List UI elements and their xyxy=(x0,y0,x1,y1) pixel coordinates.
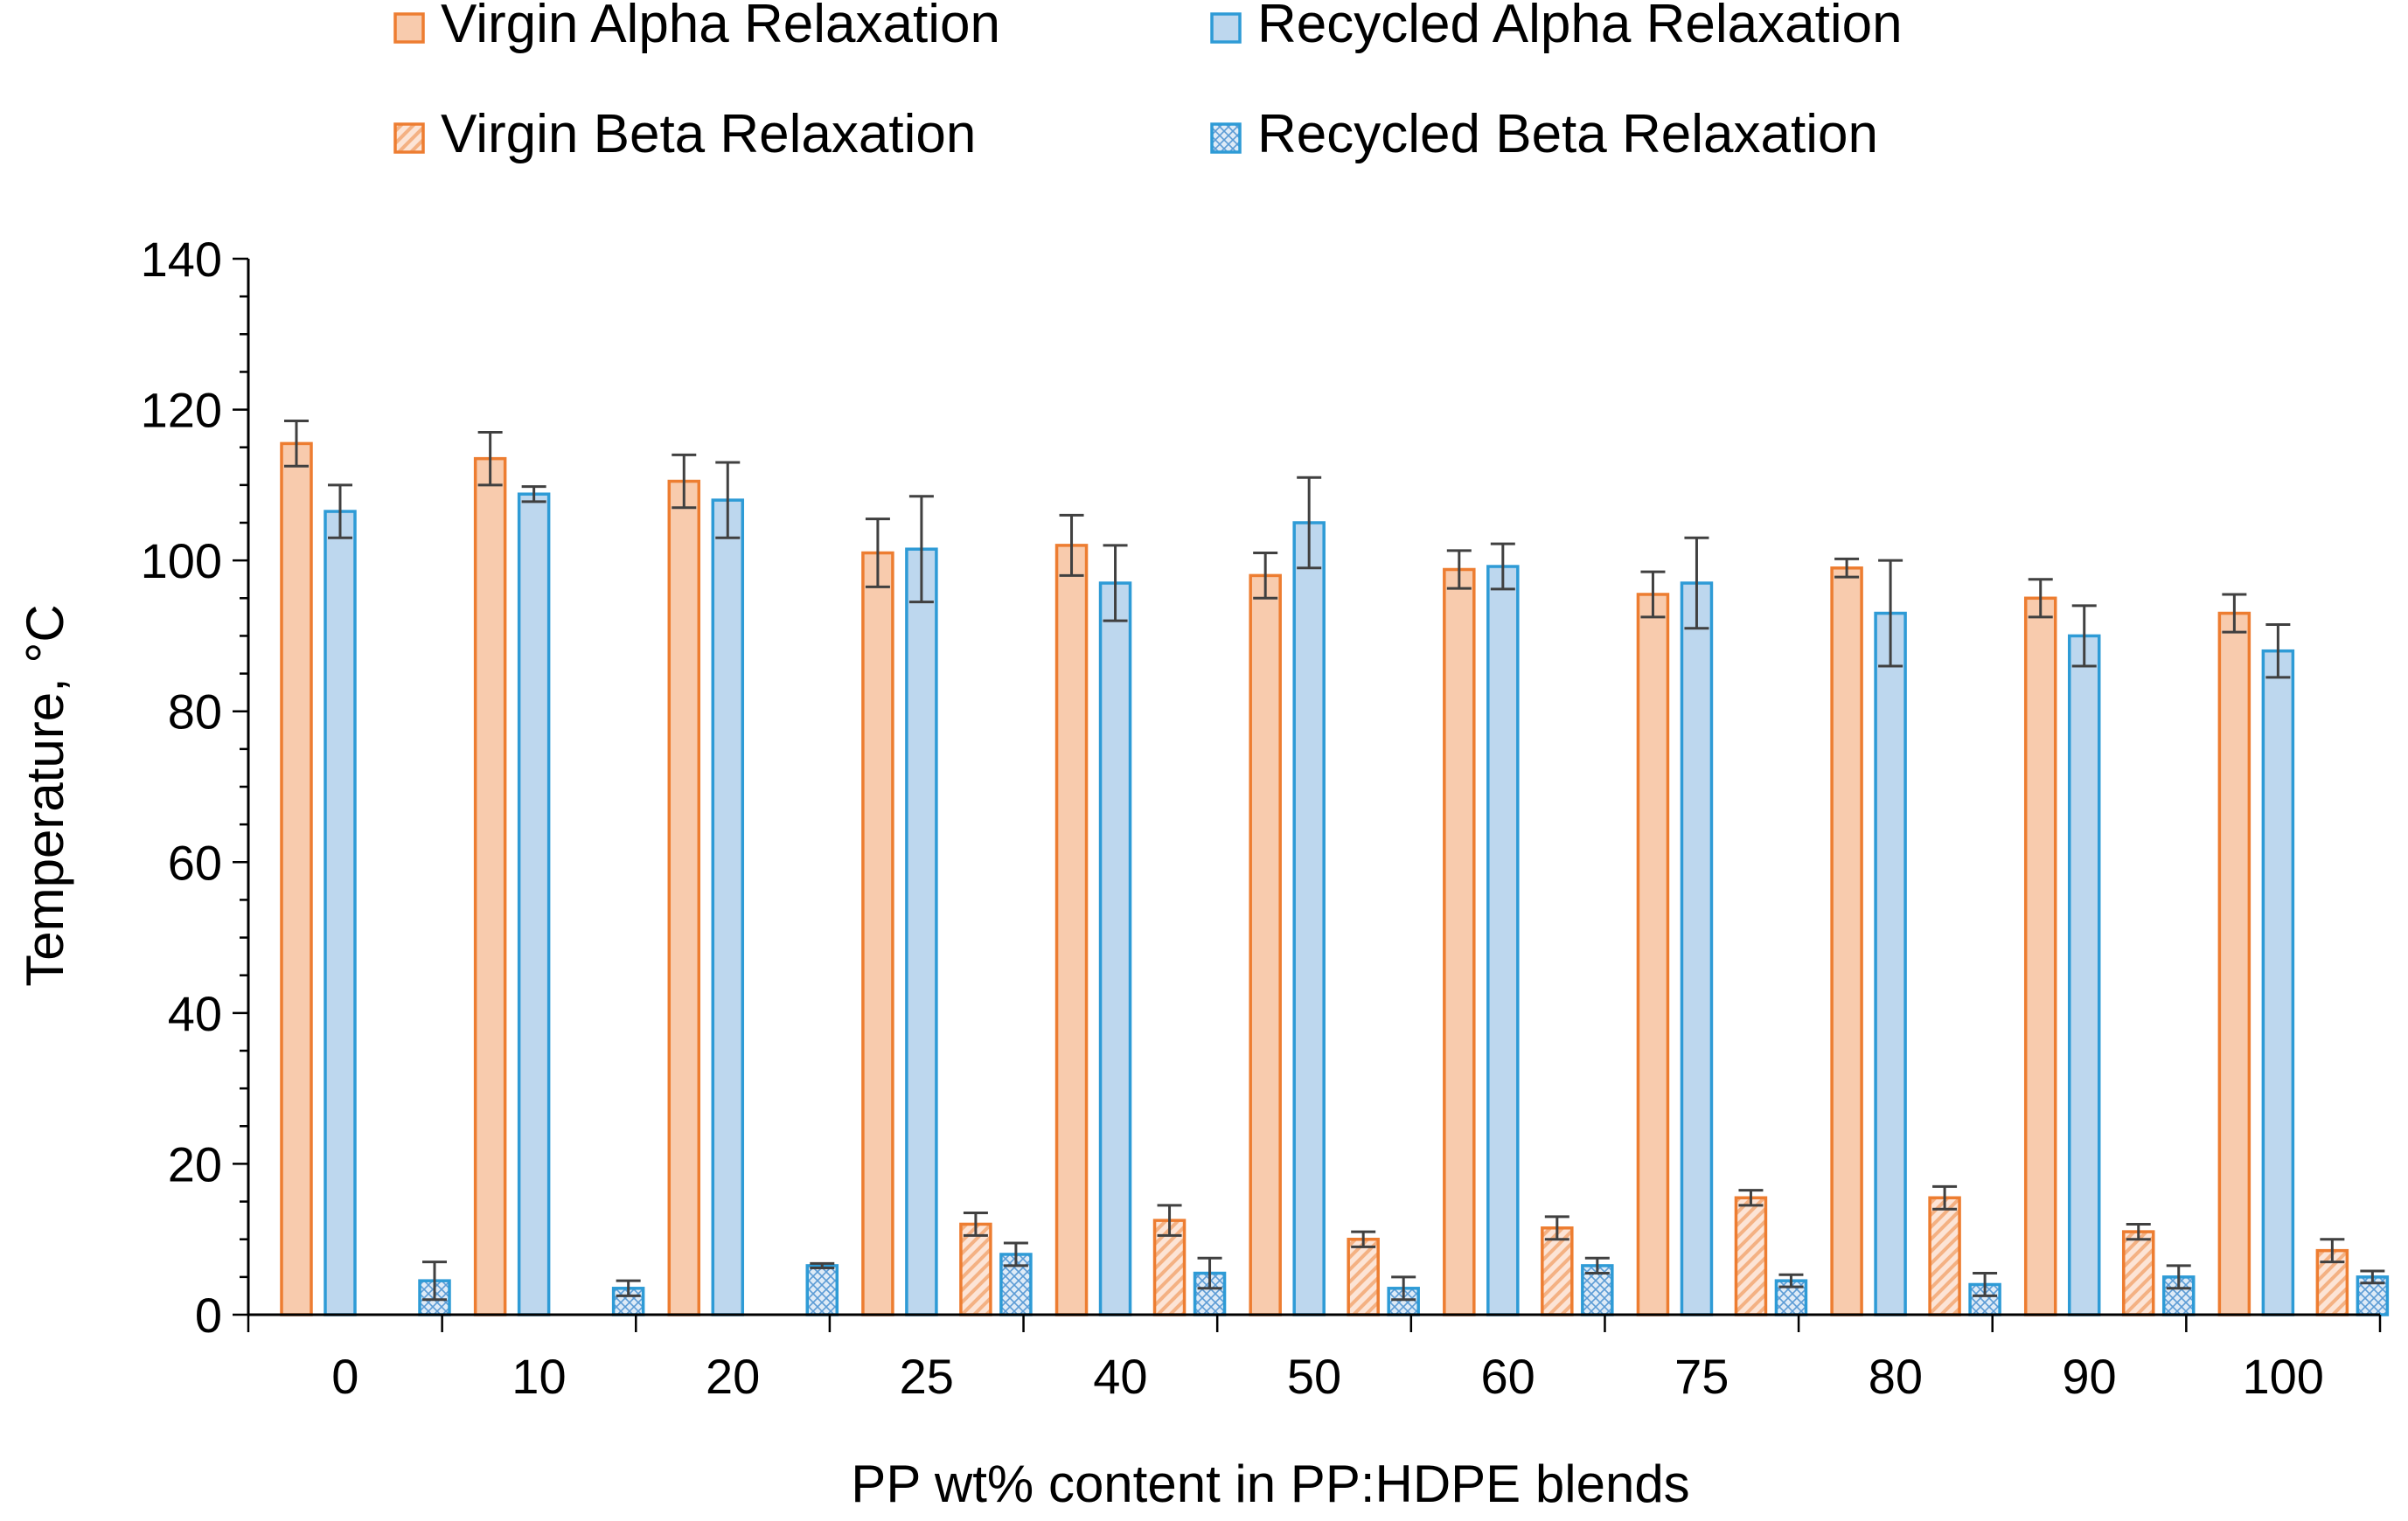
x-tick-label: 10 xyxy=(512,1349,566,1404)
bar-virgin-beta-relaxation xyxy=(1347,1237,1380,1316)
y-tick-label: 60 xyxy=(168,835,222,890)
legend-item-recycled-beta-relaxation: Recycled Beta Relaxation xyxy=(1210,104,1878,164)
x-tick-label: 75 xyxy=(1674,1349,1729,1404)
bar-recycled-alpha-relaxation xyxy=(1098,581,1132,1316)
bar-virgin-alpha-relaxation xyxy=(1443,567,1476,1316)
bar-recycled-alpha-relaxation xyxy=(1292,521,1326,1316)
bar-virgin-alpha-relaxation xyxy=(2217,611,2251,1316)
bar-virgin-beta-relaxation xyxy=(1928,1196,1961,1316)
bar-virgin-beta-relaxation xyxy=(1541,1226,1574,1316)
y-tick-label: 100 xyxy=(141,533,222,588)
bar-recycled-alpha-relaxation xyxy=(2261,649,2295,1316)
legend-label: Recycled Beta Relaxation xyxy=(1257,104,1878,164)
x-tick-label: 60 xyxy=(1480,1349,1535,1404)
bar-virgin-alpha-relaxation xyxy=(1249,573,1282,1316)
bar-recycled-alpha-relaxation xyxy=(517,492,551,1316)
bar-virgin-alpha-relaxation xyxy=(667,479,701,1316)
y-axis-title: Temperature, °C xyxy=(16,604,74,987)
x-tick-label: 20 xyxy=(706,1349,760,1404)
legend-item-virgin-beta-relaxation: Virgin Beta Relaxation xyxy=(393,104,976,164)
y-tick-label: 140 xyxy=(141,232,222,287)
legend-swatch xyxy=(1210,12,1242,44)
bar-recycled-alpha-relaxation xyxy=(2067,634,2101,1316)
y-tick-label: 40 xyxy=(168,986,222,1041)
legend: Virgin Alpha Relaxation Recycled Alpha Re… xyxy=(393,0,1903,164)
bar-virgin-alpha-relaxation xyxy=(1636,593,1670,1316)
x-tick-label: 90 xyxy=(2062,1349,2116,1404)
legend-label: Recycled Alpha Relaxation xyxy=(1257,0,1903,54)
bar-virgin-beta-relaxation xyxy=(2121,1230,2155,1316)
x-tick-label: 50 xyxy=(1287,1349,1341,1404)
bars xyxy=(280,441,2390,1316)
legend-label: Virgin Beta Relaxation xyxy=(441,104,976,164)
x-axis-title: PP wt% content in PP:HDPE blends xyxy=(851,1455,1689,1513)
bar-recycled-beta-relaxation xyxy=(805,1264,839,1316)
y-tick-label: 20 xyxy=(168,1136,222,1191)
bar-recycled-beta-relaxation xyxy=(611,1287,645,1316)
x-tick-label: 80 xyxy=(1869,1349,1923,1404)
x-tick-label: 0 xyxy=(331,1349,358,1404)
legend-item-recycled-alpha-relaxation: Recycled Alpha Relaxation xyxy=(1210,0,1903,54)
bar-virgin-alpha-relaxation xyxy=(1054,544,1089,1316)
bar-virgin-alpha-relaxation xyxy=(473,456,507,1316)
legend-item-virgin-alpha-relaxation: Virgin Alpha Relaxation xyxy=(393,0,1000,54)
bar-virgin-beta-relaxation xyxy=(959,1222,992,1316)
legend-swatch xyxy=(393,12,425,44)
bar-virgin-alpha-relaxation xyxy=(1830,566,1863,1316)
legend-label: Virgin Alpha Relaxation xyxy=(441,0,1000,54)
bar-recycled-alpha-relaxation xyxy=(1680,581,1714,1316)
bar-recycled-alpha-relaxation xyxy=(905,547,938,1316)
x-tick-label: 25 xyxy=(900,1349,954,1404)
y-tick-label: 0 xyxy=(195,1288,222,1343)
bar-recycled-alpha-relaxation xyxy=(711,498,745,1316)
legend-swatch xyxy=(393,122,425,154)
y-tick-label: 80 xyxy=(168,684,222,740)
y-tick-label: 120 xyxy=(141,383,222,438)
bar-recycled-alpha-relaxation xyxy=(324,510,357,1316)
bar-virgin-alpha-relaxation xyxy=(2023,596,2057,1316)
x-tick-label: 100 xyxy=(2242,1349,2323,1404)
x-tick-label: 40 xyxy=(1093,1349,1147,1404)
error-bars xyxy=(284,420,2385,1302)
legend-swatch xyxy=(1210,122,1242,154)
axes: 0 20 40 60 80 100 120 140 0 10 20 25 40 50 60 75 80 90 100 xyxy=(141,232,2382,1404)
bar-virgin-alpha-relaxation xyxy=(280,441,313,1316)
bar-recycled-alpha-relaxation xyxy=(1874,611,1907,1316)
bar-virgin-alpha-relaxation xyxy=(861,551,894,1316)
bar-virgin-beta-relaxation xyxy=(1734,1196,1768,1316)
bar-recycled-alpha-relaxation xyxy=(1486,565,1520,1316)
